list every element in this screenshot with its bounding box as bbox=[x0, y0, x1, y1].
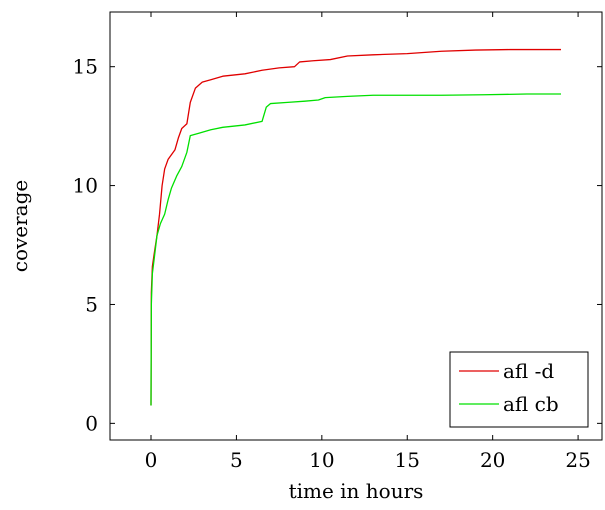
series-line-afl-cb bbox=[150, 93, 561, 406]
y-tick-label: 10 bbox=[73, 174, 98, 198]
x-tick-label: 10 bbox=[309, 448, 334, 472]
x-tick-label: 20 bbox=[480, 448, 505, 472]
y-axis-ticks: 0 5 10 15 bbox=[73, 55, 602, 435]
x-axis-label: time in hours bbox=[289, 479, 424, 503]
legend-label-afl-cb: afl cb bbox=[503, 392, 559, 416]
legend-box bbox=[449, 351, 589, 428]
plot-frame bbox=[109, 11, 603, 441]
x-tick-label: 15 bbox=[395, 448, 420, 472]
series-layer bbox=[150, 48, 561, 406]
y-tick-label: 5 bbox=[85, 292, 98, 316]
series-line-afl-d bbox=[150, 48, 561, 406]
legend-label-afl-d: afl -d bbox=[503, 359, 554, 383]
x-axis-ticks: 0 5 10 15 20 25 bbox=[145, 12, 591, 472]
y-tick-label: 15 bbox=[73, 55, 98, 79]
x-tick-label: 5 bbox=[230, 448, 243, 472]
y-tick-label: 0 bbox=[85, 411, 98, 435]
y-axis-label: coverage bbox=[8, 180, 32, 273]
x-tick-label: 25 bbox=[565, 448, 590, 472]
legend: afl -d afl cb bbox=[449, 351, 589, 428]
x-tick-label: 0 bbox=[145, 448, 158, 472]
